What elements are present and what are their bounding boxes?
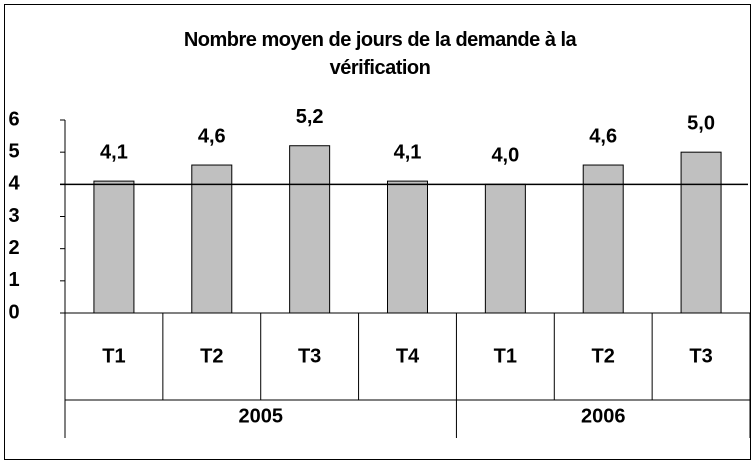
data-label: 4,1	[100, 141, 128, 163]
bar	[93, 180, 135, 314]
x-tick-label: T1	[102, 345, 125, 367]
x-tick-label: T3	[689, 345, 712, 367]
bar	[387, 180, 428, 314]
data-label: 4,6	[589, 125, 617, 147]
data-label: 4,6	[198, 125, 226, 147]
x-tick-label: T3	[298, 345, 321, 367]
y-tick-label: 3	[8, 205, 19, 227]
y-tick-label: 2	[8, 237, 19, 259]
x-tick-label: T1	[494, 345, 517, 367]
data-label: 4,0	[491, 145, 519, 167]
chart-title: Nombre moyen de jours de la demande à la…	[183, 29, 577, 79]
data-label: 4,1	[394, 141, 422, 163]
chart-border	[4, 4, 751, 460]
x-tick-label: T2	[592, 345, 615, 367]
group-label: 2005	[238, 405, 283, 427]
bar	[191, 164, 233, 314]
y-tick-label: 1	[8, 269, 19, 291]
bar	[289, 145, 331, 314]
x-tick-label: T4	[396, 345, 420, 367]
x-tick-label: T2	[200, 345, 223, 367]
data-label: 5,2	[296, 106, 324, 128]
bar	[484, 183, 526, 314]
y-tick-label: 0	[8, 301, 19, 323]
data-label: 5,0	[687, 112, 715, 134]
y-tick-label: 4	[8, 173, 20, 195]
y-tick-label: 6	[8, 108, 19, 130]
bar	[582, 164, 624, 314]
y-tick-label: 5	[8, 140, 19, 162]
bar	[680, 151, 722, 314]
group-label: 2006	[581, 405, 626, 427]
